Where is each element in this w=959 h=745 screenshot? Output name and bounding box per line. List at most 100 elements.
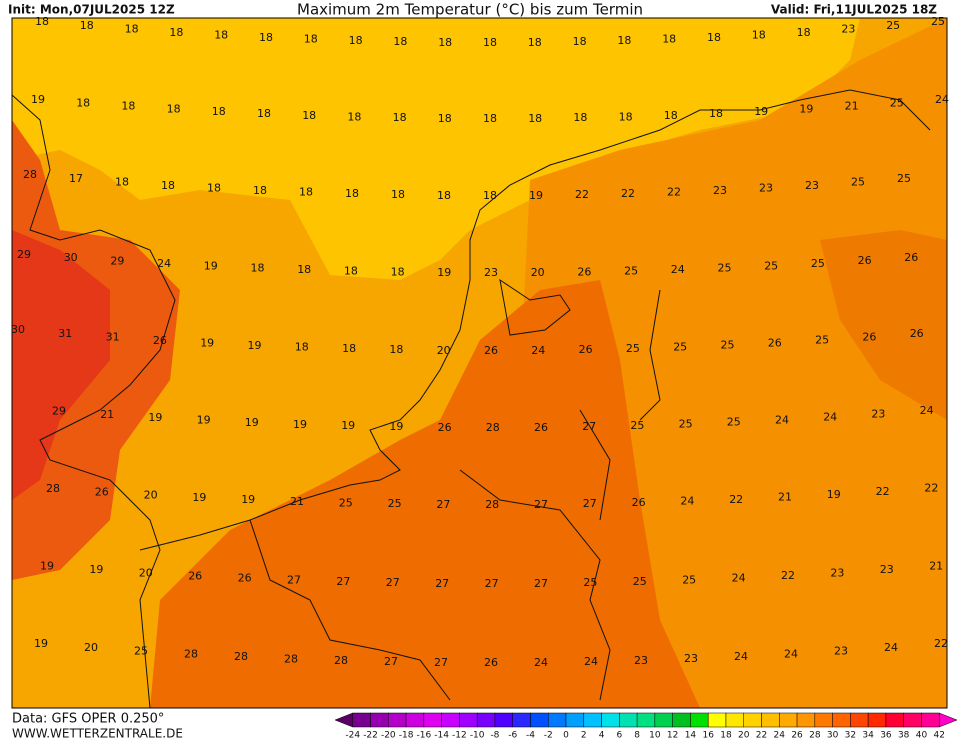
legend-label: 12: [667, 731, 678, 741]
temperature-value: 26: [579, 343, 593, 356]
temperature-value: 17: [69, 172, 83, 185]
temperature-value: 28: [234, 650, 248, 663]
legend-label: -2: [544, 731, 553, 741]
legend-swatch: [512, 712, 531, 728]
legend-label: 18: [720, 731, 732, 741]
temperature-value: 25: [727, 416, 741, 429]
legend-label: 30: [827, 731, 839, 741]
temperature-value: 27: [386, 576, 400, 589]
temperature-value: 25: [624, 264, 638, 277]
temperature-value: 18: [349, 34, 363, 47]
temperature-value: 18: [299, 186, 313, 199]
temperature-value: 24: [784, 647, 798, 660]
temperature-value: 18: [76, 96, 90, 109]
temperature-value: 26: [768, 336, 782, 349]
temperature-value: 25: [626, 342, 640, 355]
temperature-value: 22: [876, 485, 890, 498]
temperature-value: 24: [920, 404, 934, 417]
legend-label: 20: [738, 731, 750, 741]
temperature-value: 26: [238, 572, 252, 585]
temperature-value: 27: [436, 498, 450, 511]
temperature-value: 18: [35, 15, 49, 28]
temperature-value: 22: [781, 569, 795, 582]
legend-swatch: [725, 712, 744, 728]
temperature-value: 24: [935, 93, 949, 106]
temperature-value: 24: [157, 257, 171, 270]
legend-swatch: [779, 712, 798, 728]
temperature-value: 29: [17, 248, 31, 261]
legend-swatch: [814, 712, 833, 728]
legend-swatch: [707, 712, 727, 728]
legend-label: -6: [508, 731, 517, 741]
temperature-value: 20: [84, 641, 98, 654]
init-time: Init: Mon,07JUL2025 12Z: [8, 3, 175, 17]
temperature-value: 30: [64, 251, 78, 264]
temperature-value: 28: [23, 168, 37, 181]
temperature-value: 19: [241, 493, 255, 506]
temperature-value: 26: [632, 496, 646, 509]
temperature-value: 26: [577, 265, 591, 278]
legend-label: -4: [526, 731, 535, 741]
field-hot: [150, 280, 700, 708]
temperature-value: 19: [89, 563, 103, 576]
temperature-value: 24: [680, 495, 694, 508]
temperature-value: 28: [46, 482, 60, 495]
legend-label: -20: [381, 731, 396, 741]
coastlines: [11, 89, 931, 709]
temperature-value: 24: [884, 641, 898, 654]
legend-swatch: [548, 712, 567, 728]
temperature-value: 25: [886, 19, 900, 32]
legend-label: 2: [581, 731, 587, 741]
borders: [249, 289, 661, 701]
temperature-value: 19: [529, 189, 543, 202]
legend-swatch: [761, 712, 780, 728]
data-source: Data: GFS OPER 0.250°: [12, 712, 164, 727]
legend-label: 6: [616, 731, 622, 741]
temperature-value: 23: [841, 23, 855, 36]
temperature-value: 18: [169, 26, 183, 39]
temperature-value: 24: [531, 344, 545, 357]
field-very-hot: [12, 230, 110, 500]
temperature-value: 28: [486, 421, 500, 434]
temperature-value: 18: [304, 33, 318, 46]
temperature-value: 19: [40, 560, 54, 573]
temperature-value: 22: [621, 187, 635, 200]
temperature-value: 18: [253, 184, 267, 197]
temperature-value: 18: [167, 103, 181, 116]
legend-label: -18: [399, 731, 414, 741]
temperature-value: 31: [58, 327, 72, 340]
temperature-value: 25: [931, 15, 945, 28]
temperature-value: 29: [110, 254, 124, 267]
temperature-value: 22: [924, 482, 938, 495]
temperature-value: 18: [573, 35, 587, 48]
temperature-value: 25: [811, 257, 825, 270]
temperature-value: 22: [575, 188, 589, 201]
temperature-value: 25: [679, 418, 693, 431]
legend-label: 14: [685, 731, 697, 741]
temperature-value: 23: [805, 179, 819, 192]
temperature-value: 25: [633, 575, 647, 588]
temperature-value: 26: [484, 344, 498, 357]
temperature-value: 18: [483, 112, 497, 125]
temperature-value: 18: [797, 26, 811, 39]
legend-label: -8: [490, 731, 499, 741]
temperature-value: 19: [437, 266, 451, 279]
temperature-value: 18: [483, 36, 497, 49]
temperature-value: 19: [34, 637, 48, 650]
legend-swatch: [405, 712, 425, 728]
temperature-value: 25: [897, 172, 911, 185]
legend-swatch: [494, 712, 513, 728]
valid-time: Valid: Fri,11JUL2025 18Z: [771, 3, 937, 17]
temperature-value: 24: [584, 655, 598, 668]
temperature-value: 18: [389, 343, 403, 356]
temperature-value: 27: [582, 420, 596, 433]
temperature-value: 18: [707, 31, 721, 44]
legend-label: 34: [862, 731, 874, 741]
temperature-value: 18: [295, 341, 309, 354]
legend-label: -14: [434, 731, 449, 741]
temperature-value: 19: [341, 419, 355, 432]
temperature-value: 21: [100, 408, 114, 421]
temperature-value: 22: [667, 186, 681, 199]
temperature-value: 25: [764, 259, 778, 272]
